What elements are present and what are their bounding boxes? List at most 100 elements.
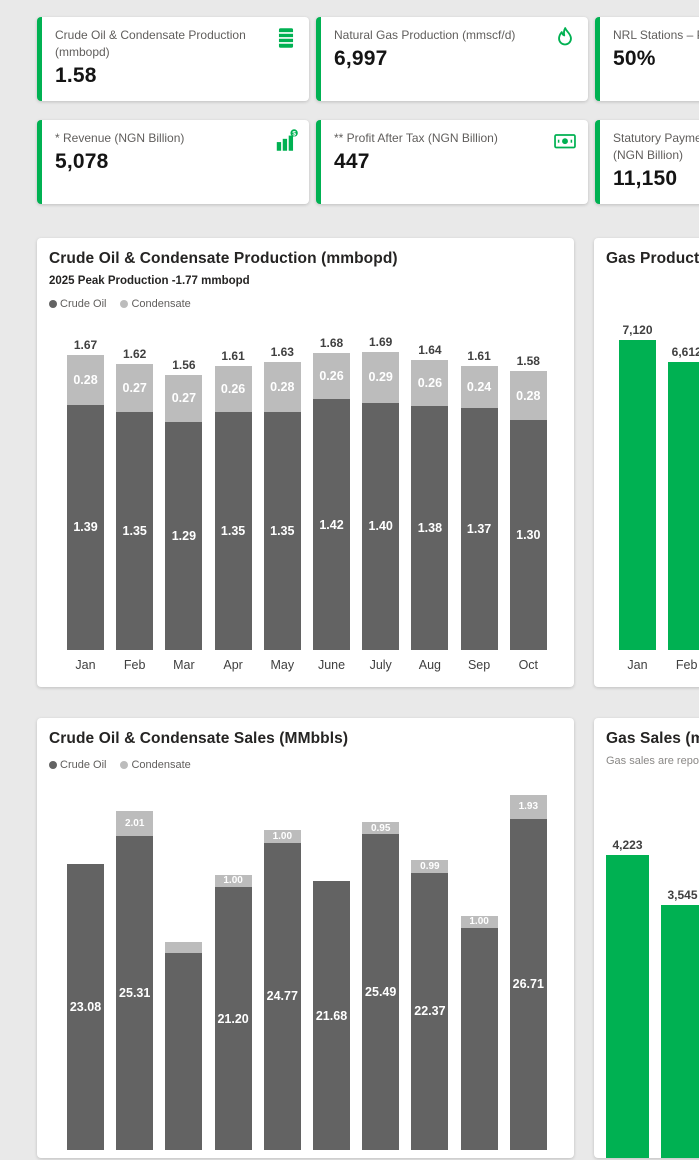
crude-oil-bar-segment[interactable]: 1.37	[460, 408, 498, 650]
condensate-bar-segment[interactable]: 1.00	[460, 915, 498, 929]
segment-data-label: 25.31	[119, 986, 151, 1001]
bar-value-label: 1.58	[516, 353, 540, 368]
legend-label: Crude Oil	[60, 759, 107, 771]
segment-data-label: 0.28	[73, 372, 98, 387]
sales-chart-title: Crude Oil & Condensate Sales (MMbbls)	[49, 730, 349, 747]
condensate-bar-segment[interactable]: 2.01	[116, 811, 154, 837]
condensate-bar-segment[interactable]: 0.27	[116, 363, 154, 412]
x-axis-label: Oct	[518, 658, 539, 672]
gas-sales-bar-chart[interactable]: 4,223Jan3,545Feb	[606, 793, 699, 1158]
condensate-bar-segment[interactable]: 1.00	[263, 830, 301, 843]
condensate-bar-segment[interactable]: 0.26	[411, 360, 449, 407]
segment-data-label: 0.27	[171, 391, 197, 406]
legend-label: Condensate	[131, 298, 191, 310]
oil-barrel-icon	[277, 28, 295, 48]
segment-data-label: 25.49	[365, 984, 397, 999]
bar-value-label: 3,545	[667, 887, 698, 902]
gas-sales-chart-subtitle: Gas sales are reported	[606, 755, 699, 767]
production-stacked-bar-chart[interactable]: 1.39 0.28 1.67 Jan 1.35 0.27 1.62 Feb 1.29 0.27 1.…	[49, 323, 562, 685]
kpi-value: 6,997	[334, 47, 388, 70]
kpi-title: Natural Gas Production (mmscf/d)	[334, 28, 516, 42]
condensate-bar-segment[interactable]: 0.99	[411, 860, 449, 873]
crude-oil-bar-segment[interactable]	[460, 928, 498, 1150]
crude-oil-bar-segment[interactable]: 1.40	[362, 402, 400, 650]
kpi-card-grid: Crude Oil & Condensate Production (mmbop…	[37, 17, 699, 204]
gas-production-bar-chart[interactable]: 7,120 Jan 6,612 Feb	[606, 323, 699, 685]
condensate-bar-segment[interactable]: 0.28	[509, 370, 547, 421]
crude-oil-bar-segment[interactable]: 23.08	[67, 863, 104, 1150]
segment-data-label: 1.38	[417, 521, 443, 536]
legend-item-crude-oil[interactable]: Crude Oil	[49, 298, 106, 310]
crude-oil-bar-segment[interactable]: 1.29	[165, 422, 203, 650]
crude-oil-bar-segment[interactable]: 1.35	[116, 411, 154, 650]
kpi-title: Statutory Payment (NGN Billion)	[613, 131, 699, 162]
x-axis-label: Jan	[627, 658, 648, 672]
crude-oil-bar-segment[interactable]: 1.39	[67, 404, 104, 650]
gas-sales-bar-segment[interactable]	[661, 904, 699, 1158]
crude-oil-bar-segment[interactable]: 1.38	[411, 406, 449, 650]
gas-sales-chart-card: Gas Sales (mmscf/d) Gas sales are report…	[594, 718, 699, 1158]
kpi-card-gas-production: Natural Gas Production (mmscf/d) 6,997	[316, 17, 588, 101]
crude-oil-bar-segment[interactable]: 25.49	[362, 833, 400, 1150]
segment-data-label: 1.00	[272, 831, 293, 843]
x-axis-label: Apr	[223, 658, 243, 672]
x-axis-label: Jan	[75, 658, 96, 672]
crude-oil-bar-segment[interactable]: 1.30	[509, 420, 547, 650]
segment-data-label: 23.08	[69, 999, 102, 1014]
segment-data-label: 0.95	[370, 822, 391, 834]
production-chart-subtitle: 2025 Peak Production -1.77 mmbopd	[49, 275, 250, 287]
bar-value-label: 1.63	[270, 345, 294, 360]
chart-grid: Crude Oil & Condensate Production (mmbop…	[37, 238, 699, 1158]
condensate-bar-segment[interactable]: 0.27	[165, 374, 203, 423]
crude-oil-legend-dot	[49, 761, 57, 769]
condensate-bar-segment[interactable]: 0.26	[214, 365, 252, 412]
segment-data-label: 0.26	[220, 381, 246, 396]
condensate-bar-segment[interactable]: 0.29	[362, 351, 400, 403]
legend-item-condensate[interactable]: Condensate	[120, 298, 191, 310]
condensate-bar-segment[interactable]: 1.00	[214, 874, 252, 888]
sales-stacked-bar-chart[interactable]: 23.08Jan25.312.01FebMar21.201.00Apr24.77…	[49, 793, 562, 1158]
condensate-bar-segment[interactable]	[165, 942, 203, 953]
condensate-bar-segment[interactable]: 1.93	[509, 794, 547, 819]
legend-item-condensate[interactable]: Condensate	[120, 759, 191, 771]
gas-production-bar-segment[interactable]	[619, 339, 656, 650]
crude-oil-bar-segment[interactable]: 25.31	[116, 836, 154, 1150]
x-axis-label: June	[317, 658, 346, 672]
crude-oil-bar-segment[interactable]	[165, 952, 203, 1150]
bar-value-label: 1.64	[418, 343, 442, 358]
x-axis-label: Mar	[173, 658, 195, 672]
x-axis-label: Aug	[418, 658, 442, 672]
segment-data-label: 1.37	[466, 522, 492, 537]
bar-value-label: 1.61	[221, 348, 245, 363]
segment-data-label: 0.26	[417, 376, 443, 391]
condensate-bar-segment[interactable]: 0.28	[67, 355, 104, 405]
crude-oil-bar-segment[interactable]: 24.77	[263, 842, 301, 1150]
condensate-bar-segment[interactable]: 0.95	[362, 822, 400, 834]
condensate-bar-segment[interactable]: 0.28	[263, 362, 301, 412]
legend-label: Crude Oil	[60, 298, 107, 310]
condensate-bar-segment[interactable]: 0.26	[313, 353, 350, 400]
segment-data-label: 1.35	[270, 523, 295, 538]
crude-oil-legend-dot	[49, 300, 57, 308]
crude-oil-bar-segment[interactable]: 1.35	[214, 411, 252, 650]
segment-data-label: 1.30	[516, 528, 541, 543]
sales-chart-card: Crude Oil & Condensate Sales (MMbbls) Cr…	[37, 718, 574, 1158]
segment-data-label: 21.68	[315, 1008, 348, 1023]
crude-oil-bar-segment[interactable]: 1.35	[263, 411, 301, 650]
segment-data-label: 0.99	[420, 860, 440, 872]
crude-oil-bar-segment[interactable]: 1.42	[313, 399, 350, 650]
gas-production-bar-segment[interactable]	[668, 362, 699, 650]
condensate-bar-segment[interactable]: 0.24	[460, 365, 498, 409]
crude-oil-bar-segment[interactable]: 21.68	[313, 881, 350, 1150]
crude-oil-bar-segment[interactable]: 21.20	[214, 887, 252, 1150]
crude-oil-bar-segment[interactable]: 22.37	[411, 872, 449, 1150]
svg-text:$: $	[292, 130, 296, 137]
kpi-card-revenue: * Revenue (NGN Billion) 5,078 $	[37, 120, 309, 204]
legend-item-crude-oil[interactable]: Crude Oil	[49, 759, 106, 771]
kpi-title: * Revenue (NGN Billion)	[55, 131, 185, 145]
crude-oil-bar-segment[interactable]: 26.71	[509, 818, 547, 1150]
x-axis-label: Feb	[675, 658, 698, 672]
bar-value-label: 1.68	[319, 336, 344, 351]
kpi-title: NRL Stations – PM	[613, 28, 699, 42]
gas-sales-bar-segment[interactable]	[606, 854, 649, 1158]
